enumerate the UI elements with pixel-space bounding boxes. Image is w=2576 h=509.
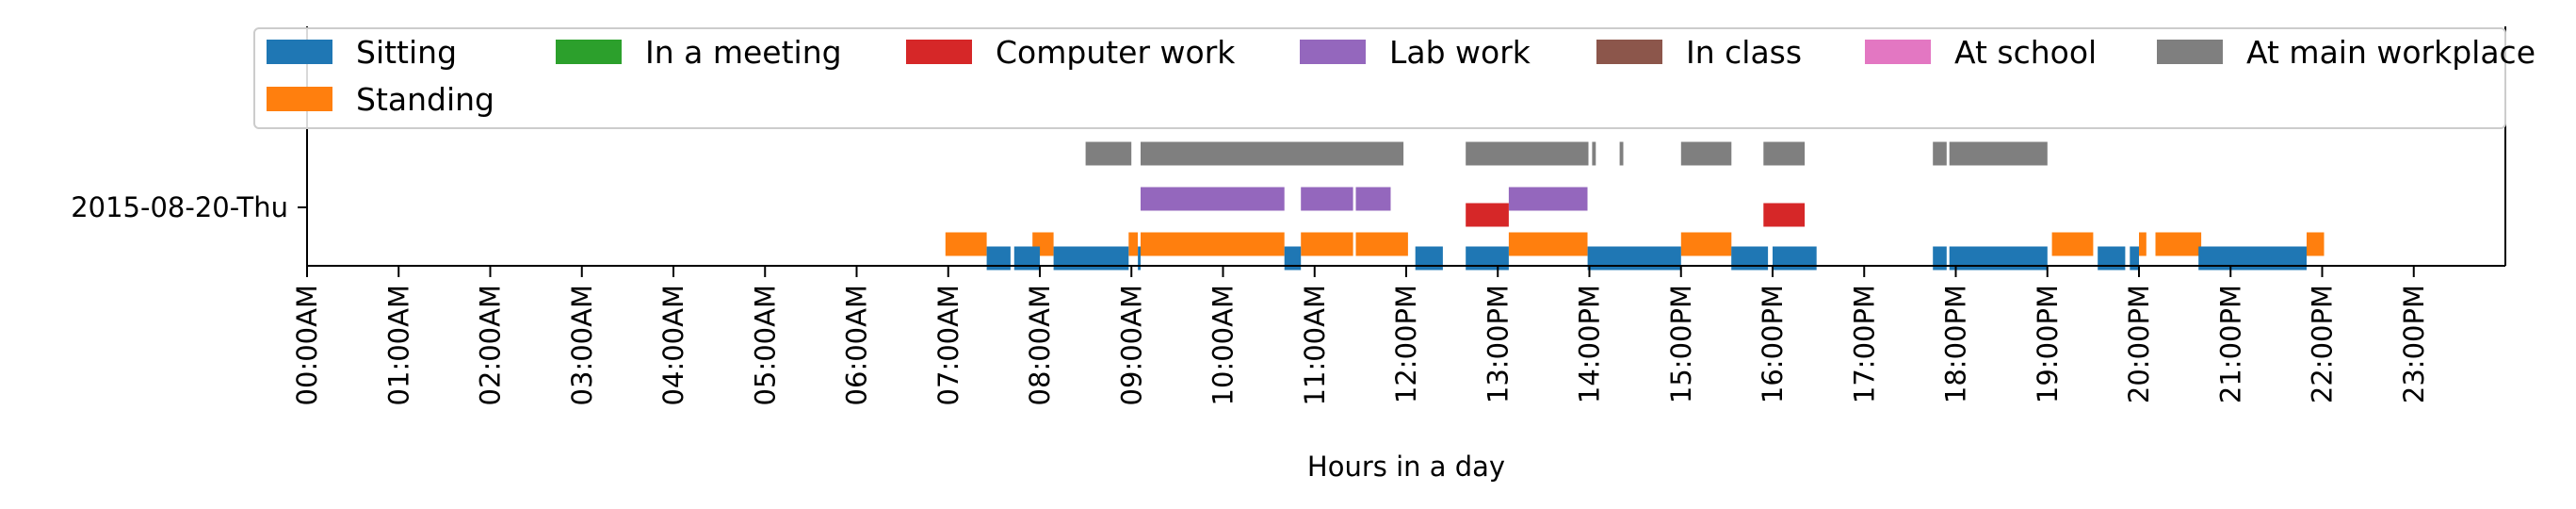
- x-tick-label-20: 20:00PM: [2123, 285, 2155, 403]
- legend-label-at-school: At school: [1954, 34, 2097, 71]
- legend: Sitting In a meeting Computer work Lab work…: [253, 27, 2535, 129]
- x-axis-label: Hours in a day: [1307, 451, 1505, 483]
- bar-at-main-workplace-3: [1592, 141, 1596, 166]
- bar-sitting-10: [1933, 246, 1947, 271]
- legend-label-in-class: In class: [1686, 34, 1802, 71]
- bar-standing-8: [2051, 232, 2094, 256]
- bar-at-main-workplace-1: [1141, 141, 1404, 166]
- x-tick-label-16: 16:00PM: [1757, 285, 1789, 403]
- bar-at-main-workplace-8: [1949, 141, 2048, 166]
- x-tick-label-0: 00:00AM: [291, 285, 323, 405]
- bar-standing-11: [2307, 232, 2325, 256]
- x-tick-label-11: 11:00AM: [1299, 285, 1331, 405]
- x-tick-label-3: 03:00AM: [566, 285, 598, 405]
- x-ticks-layer: 00:00AM 01:00AM 02:00AM 03:00AM 04:00AM 05:00…: [291, 266, 2430, 405]
- x-tick-label-14: 14:00PM: [1574, 285, 1606, 403]
- bar-at-main-workplace-6: [1763, 141, 1806, 166]
- x-tick-label-22: 22:00PM: [2307, 285, 2339, 403]
- x-tick-label-8: 08:00AM: [1024, 285, 1056, 405]
- x-tick-label-21: 21:00PM: [2214, 285, 2246, 403]
- legend-label-lab-work: Lab work: [1389, 34, 1531, 71]
- x-tick-label-23: 23:00PM: [2398, 285, 2430, 403]
- bar-standing-10: [2155, 232, 2202, 256]
- x-tick-label-10: 10:00AM: [1207, 285, 1239, 405]
- bar-lab-work-2: [1355, 187, 1391, 211]
- x-tick-label-9: 09:00AM: [1115, 285, 1147, 405]
- bar-sitting-4: [1284, 246, 1302, 271]
- bar-at-main-workplace-5: [1680, 141, 1732, 166]
- bar-standing-7: [1680, 232, 1732, 256]
- bar-sitting-13: [2130, 246, 2139, 271]
- legend-swatch-at-school: [1865, 40, 1931, 64]
- legend-label-computer-work: Computer work: [996, 34, 1236, 71]
- legend-swatch-in-a-meeting: [556, 40, 622, 64]
- bar-standing-9: [2139, 232, 2147, 256]
- bar-standing-2: [1128, 232, 1138, 256]
- bar-computer-work-0: [1466, 203, 1509, 227]
- bar-at-main-workplace-4: [1619, 141, 1624, 166]
- legend-label-at-main-workplace: At main workplace: [2246, 34, 2535, 71]
- legend-swatch-computer-work: [906, 40, 972, 64]
- x-tick-label-7: 07:00AM: [932, 285, 964, 405]
- bars-layer: [945, 141, 2325, 271]
- bar-standing-4: [1301, 232, 1353, 256]
- x-tick-label-4: 04:00AM: [657, 285, 689, 405]
- bar-computer-work-1: [1763, 203, 1806, 227]
- legend-swatch-standing: [267, 87, 332, 111]
- x-tick-label-15: 15:00PM: [1665, 285, 1697, 403]
- x-tick-label-2: 02:00AM: [475, 285, 507, 405]
- legend-swatch-sitting: [267, 40, 332, 64]
- bar-sitting-3: [1138, 246, 1141, 271]
- bar-standing-6: [1508, 232, 1588, 256]
- bar-lab-work-1: [1301, 187, 1353, 211]
- bar-at-main-workplace-0: [1085, 141, 1132, 166]
- row-label: 2015-08-20-Thu: [71, 191, 288, 223]
- bar-lab-work-3: [1508, 187, 1588, 211]
- bar-standing-0: [945, 232, 987, 256]
- legend-swatch-lab-work: [1300, 40, 1366, 64]
- legend-label-sitting: Sitting: [356, 34, 457, 71]
- bar-standing-5: [1355, 232, 1408, 256]
- bar-at-main-workplace-2: [1466, 141, 1589, 166]
- x-tick-label-6: 06:00AM: [841, 285, 873, 405]
- x-tick-label-19: 19:00PM: [2032, 285, 2064, 403]
- bar-at-main-workplace-7: [1933, 141, 1947, 166]
- x-tick-label-1: 01:00AM: [382, 285, 414, 405]
- x-tick-label-18: 18:00PM: [1940, 285, 1972, 403]
- x-tick-label-5: 05:00AM: [749, 285, 781, 405]
- legend-swatch-at-main-workplace: [2157, 40, 2223, 64]
- x-tick-label-12: 12:00PM: [1390, 285, 1422, 403]
- legend-label-standing: Standing: [356, 81, 494, 118]
- legend-swatch-in-class: [1596, 40, 1662, 64]
- x-tick-label-17: 17:00PM: [1848, 285, 1880, 403]
- bar-standing-3: [1141, 232, 1285, 256]
- x-tick-label-13: 13:00PM: [1482, 285, 1514, 403]
- legend-label-in-a-meeting: In a meeting: [645, 34, 842, 71]
- legend-frame: [253, 27, 2506, 129]
- bar-lab-work-0: [1141, 187, 1285, 211]
